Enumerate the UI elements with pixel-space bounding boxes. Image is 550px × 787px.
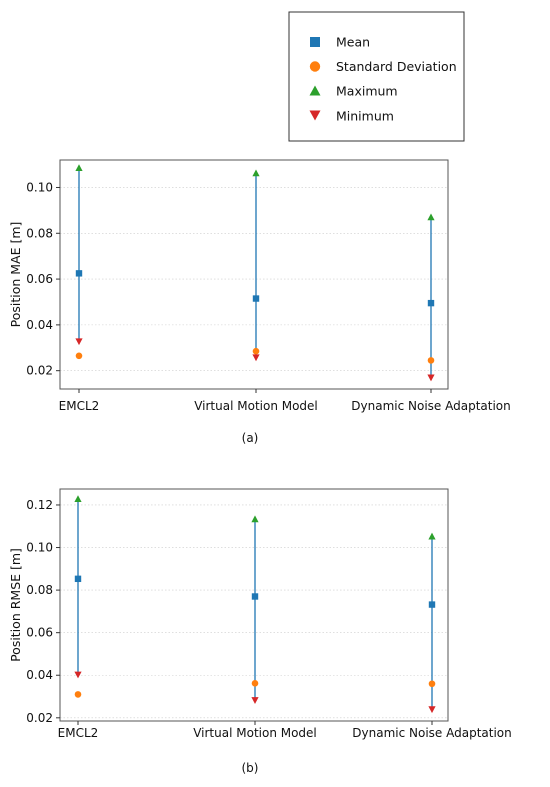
legend-frame	[288, 11, 465, 142]
maximum-marker-dynamic-noise-adaptation	[427, 213, 435, 221]
chart-panel-b: 0.02 0.04 0.06 0.08 0.10 0.12 EMCL2 Virtual Mo…	[8, 488, 512, 775]
y-tick-label: 0.04	[26, 668, 53, 682]
caption-b: (b)	[242, 761, 259, 775]
y-axis-ticks: 0.02 0.04 0.06 0.08 0.10 0.12	[26, 498, 60, 725]
legend-min-triangle-down-icon	[309, 110, 321, 121]
chart-panel-a: 0.02 0.04 0.06 0.08 0.10 EMCL2 Virtual Motion…	[8, 159, 511, 445]
data-markers	[74, 495, 436, 714]
x-tick-label-dynamic-noise-adaptation: Dynamic Noise Adaptation	[352, 726, 511, 740]
legend-label-std: Standard Deviation	[336, 59, 457, 74]
gridlines	[60, 187, 448, 371]
y-tick-label: 0.10	[26, 180, 53, 194]
x-tick-label-virtual-motion-model: Virtual Motion Model	[193, 726, 317, 740]
x-axis-ticks: EMCL2 Virtual Motion Model Dynamic Noise A…	[58, 721, 512, 740]
x-tick-label-emcl2: EMCL2	[58, 726, 99, 740]
mean-marker-dynamic-noise-adaptation	[427, 299, 435, 307]
y-tick-label: 0.02	[26, 711, 53, 725]
mean-marker-dynamic-noise-adaptation	[428, 601, 436, 608]
range-lines	[78, 168, 432, 378]
mean-marker-emcl2	[74, 575, 82, 583]
y-axis-title: Position RMSE [m]	[8, 548, 23, 662]
mean-marker-emcl2	[75, 270, 83, 277]
x-tick-label-virtual-motion-model: Virtual Motion Model	[194, 399, 318, 413]
standard-deviation-marker-dynamic-noise-adaptation	[427, 357, 435, 364]
standard-deviation-marker-dynamic-noise-adaptation	[428, 680, 436, 688]
legend: Mean Standard Deviation Maximum Minimum	[288, 11, 465, 142]
y-tick-label: 0.08	[26, 226, 53, 240]
minimum-marker-virtual-motion-model	[252, 354, 260, 362]
standard-deviation-marker-virtual-motion-model	[252, 347, 260, 355]
range-lines	[77, 499, 433, 710]
caption-a: (a)	[242, 431, 259, 445]
minimum-marker-emcl2	[75, 338, 83, 346]
x-axis-ticks: EMCL2 Virtual Motion Model Dynamic Noise A…	[59, 389, 511, 413]
legend-label-min: Minimum	[336, 109, 394, 124]
minimum-marker-emcl2	[74, 671, 82, 679]
maximum-marker-virtual-motion-model	[252, 169, 260, 177]
legend-label-max: Maximum	[336, 84, 398, 99]
mean-marker-virtual-motion-model	[252, 295, 260, 302]
x-tick-label-dynamic-noise-adaptation: Dynamic Noise Adaptation	[351, 399, 510, 413]
y-axis-title: Position MAE [m]	[8, 222, 23, 328]
maximum-marker-dynamic-noise-adaptation	[428, 532, 436, 540]
mean-marker-virtual-motion-model	[251, 593, 259, 600]
standard-deviation-marker-emcl2	[74, 691, 82, 698]
plot-frame	[59, 488, 449, 722]
y-axis-ticks: 0.02 0.04 0.06 0.08 0.10	[26, 180, 60, 378]
minimum-marker-virtual-motion-model	[251, 697, 259, 704]
maximum-marker-emcl2	[75, 164, 83, 172]
data-markers	[75, 164, 435, 382]
standard-deviation-marker-emcl2	[75, 352, 83, 360]
plot-frame	[59, 159, 449, 390]
y-tick-label: 0.04	[26, 318, 53, 332]
y-tick-label: 0.02	[26, 364, 53, 378]
y-tick-label: 0.06	[26, 272, 53, 286]
minimum-marker-dynamic-noise-adaptation	[428, 706, 436, 714]
y-tick-label: 0.10	[26, 541, 53, 555]
standard-deviation-marker-virtual-motion-model	[251, 680, 259, 687]
legend-mean-square-icon	[310, 37, 320, 47]
x-tick-label-emcl2: EMCL2	[59, 399, 100, 413]
legend-max-triangle-up-icon	[309, 85, 321, 96]
y-tick-label: 0.08	[26, 583, 53, 597]
legend-label-mean: Mean	[336, 35, 370, 50]
maximum-marker-emcl2	[74, 495, 82, 503]
gridlines	[60, 504, 448, 719]
y-tick-label: 0.12	[26, 498, 53, 512]
y-tick-label: 0.06	[26, 626, 53, 640]
maximum-marker-virtual-motion-model	[251, 515, 259, 523]
minimum-marker-dynamic-noise-adaptation	[427, 374, 435, 382]
legend-std-circle-icon	[309, 61, 321, 72]
